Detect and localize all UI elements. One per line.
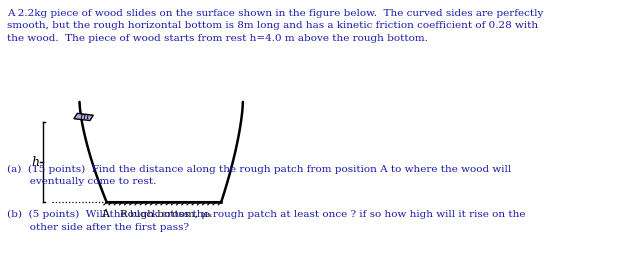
Text: h: h	[31, 156, 40, 169]
Text: (a)  (15 points)  Find the distance along the rough patch from position A to whe: (a) (15 points) Find the distance along …	[7, 165, 511, 186]
Text: (b)  (5 points)  Will the block cross the rough patch at least once ? if so how : (b) (5 points) Will the block cross the …	[7, 210, 526, 232]
Text: A 2.2kg piece of wood slides on the surface shown in the figure below.  The curv: A 2.2kg piece of wood slides on the surf…	[7, 9, 544, 43]
Text: Rough bottom, μₖ: Rough bottom, μₖ	[120, 210, 212, 219]
Text: A: A	[101, 210, 109, 219]
Polygon shape	[74, 113, 93, 121]
Text: m: m	[79, 113, 88, 121]
